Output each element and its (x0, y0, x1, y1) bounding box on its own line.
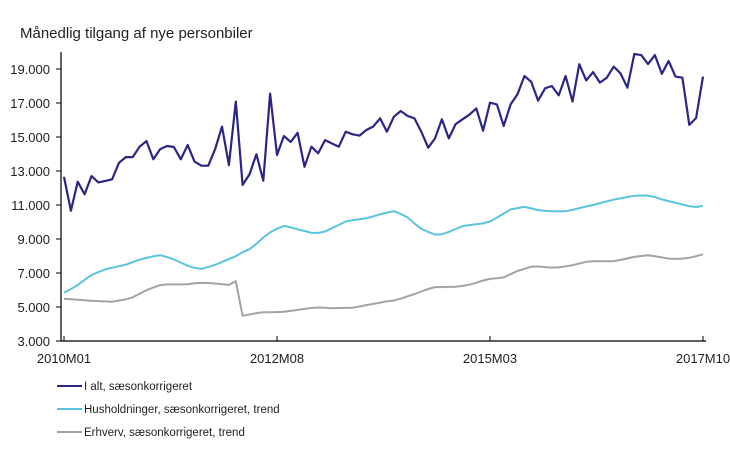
axes (60, 52, 706, 342)
series-husholdninger-line (63, 194, 704, 294)
legend-label: Husholdninger, sæsonkorrigeret, trend (84, 404, 280, 416)
y-tick-label: 17.000 (10, 96, 50, 111)
series-erhverv-line (63, 253, 704, 317)
y-tick-label: 15.000 (10, 130, 50, 145)
y-tick-label: 7.000 (17, 266, 50, 281)
y-tick-label: 9.000 (17, 232, 50, 247)
y-tick-label: 13.000 (10, 164, 50, 179)
legend: I alt, sæsonkorrigeret Husholdninger, sæs… (57, 381, 280, 439)
legend-item: Husholdninger, sæsonkorrigeret, trend (57, 404, 280, 416)
legend-item: I alt, sæsonkorrigeret (57, 381, 193, 393)
legend-label: Erhverv, sæsonkorrigeret, trend (84, 427, 245, 439)
series-i-alt-line (62, 52, 705, 212)
y-tick-label: 3.000 (17, 334, 50, 349)
legend-label: I alt, sæsonkorrigeret (84, 381, 193, 393)
y-tick-label: 11.000 (11, 198, 50, 213)
x-tick-label: 2012M08 (250, 351, 304, 366)
legend-item: Erhverv, sæsonkorrigeret, trend (57, 427, 245, 439)
x-tick-label: 2010M01 (37, 351, 91, 366)
x-tick-label: 2017M10 (676, 351, 730, 366)
y-tick-label: 19.000 (10, 62, 50, 77)
x-ticks: 2010M01 2012M08 2015M03 2017M10 (37, 336, 730, 366)
y-tick-label: 5.000 (17, 300, 50, 315)
series-layer (62, 52, 705, 317)
y-ticks: 3.000 5.000 7.000 9.000 11.000 13.000 15.000 17… (10, 62, 61, 349)
x-tick-label: 2015M03 (463, 351, 517, 366)
chart-title: Månedlig tilgang af nye personbiler (20, 25, 253, 42)
